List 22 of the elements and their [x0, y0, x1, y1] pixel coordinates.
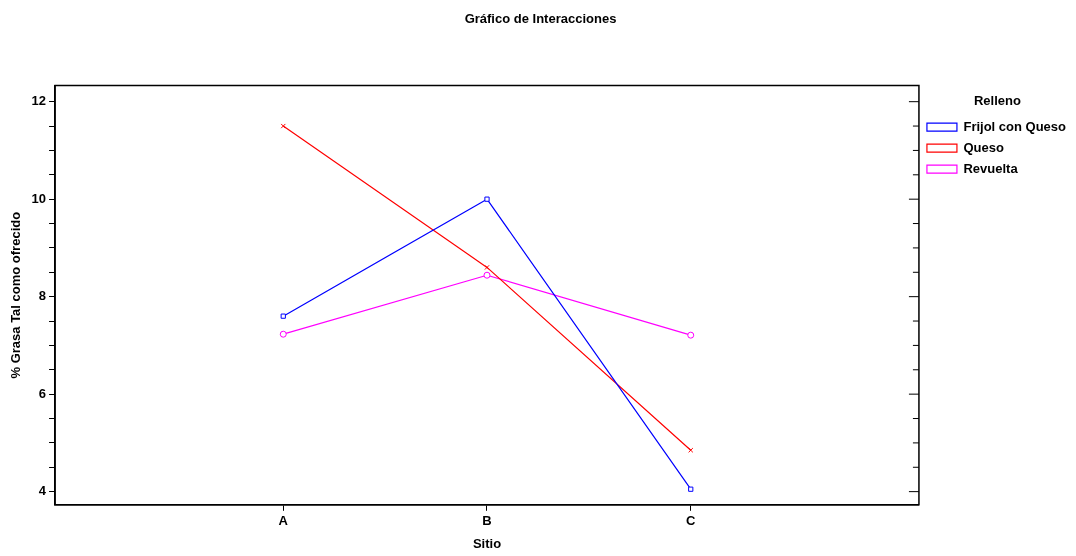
y-axis-title: % Grasa Tal como ofrecido: [8, 211, 24, 379]
y-tick-label: 12: [31, 93, 47, 109]
point: [484, 264, 490, 271]
x-axis-title: Sitio: [472, 535, 502, 551]
y-tick-label: 10: [31, 190, 47, 206]
x-tick-label: A: [278, 513, 289, 529]
point: [483, 271, 491, 279]
y-tick-label: 8: [38, 288, 47, 304]
point: [484, 196, 490, 202]
y-tick-label: 4: [38, 483, 47, 499]
x-tick-label: B: [482, 513, 492, 529]
point: [688, 486, 694, 492]
point: [280, 313, 286, 319]
y-tick-label: 6: [38, 385, 47, 401]
legend-label: Revuelta: [963, 160, 1019, 176]
point: [279, 330, 287, 338]
x-tick-label: C: [686, 513, 697, 529]
chart-title: Gráfico de Interacciones: [464, 11, 617, 27]
point: [687, 331, 695, 339]
legend-label: Queso: [963, 139, 1004, 155]
legend-label: Frijol con Queso: [963, 118, 1067, 134]
legend-title: Relleno: [973, 93, 1021, 109]
